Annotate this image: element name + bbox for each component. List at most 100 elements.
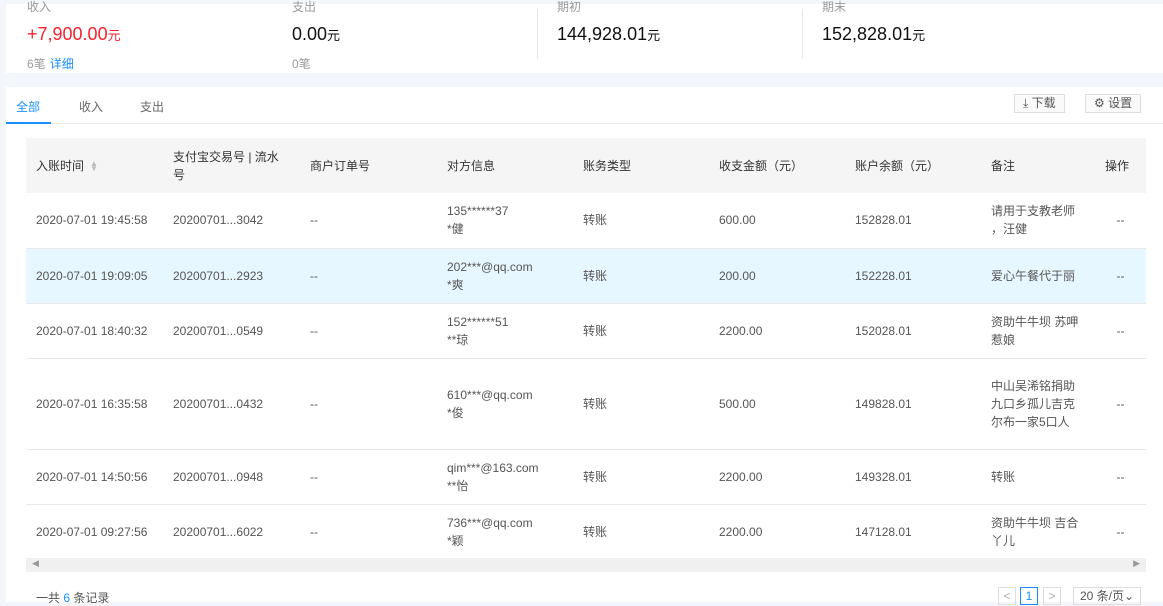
- cell-time: 2020-07-01 16:35:58: [26, 358, 163, 450]
- cell-time: 2020-07-01 19:09:05: [26, 248, 163, 304]
- counterparty-name: *颖: [447, 533, 464, 548]
- cell-op: --: [1095, 504, 1146, 560]
- cell-balance: 152228.01: [845, 248, 981, 304]
- gear-icon: ⚙: [1094, 96, 1105, 110]
- cell-balance: 149328.01: [845, 449, 981, 505]
- next-page-button[interactable]: >: [1043, 587, 1061, 605]
- table-row[interactable]: 2020-07-01 14:50:56 20200701...0948 -- qim*…: [26, 449, 1146, 505]
- table-row[interactable]: 2020-07-01 18:40:32 20200701...0549 -- 152*…: [26, 303, 1146, 359]
- income-value: +7,900.00元: [27, 24, 121, 44]
- column-header: 账务类型: [573, 138, 709, 193]
- cell-balance: 152828.01: [845, 193, 981, 249]
- sort-icon[interactable]: ▲ ▼: [90, 159, 98, 174]
- transactions-panel: 全部 收入 支出 ⤓ 下载 ⚙ 设置 入账时间 ▲ ▼ 支付宝交易号 | 流水号 商户订…: [6, 87, 1163, 605]
- horizontal-scrollbar[interactable]: ◀ ▶: [26, 558, 1146, 572]
- page-size-select[interactable]: 20 条/页⌄: [1073, 587, 1141, 605]
- cell-type: 转账: [573, 449, 709, 505]
- cell-order: --: [300, 303, 437, 359]
- tabs: 全部 收入 支出 ⤓ 下载 ⚙ 设置: [6, 87, 1163, 124]
- opening-value: 144,928.01元: [557, 24, 661, 44]
- counterparty-account: 736***@qq.com: [447, 515, 533, 530]
- tab-ink-bar: [6, 122, 51, 124]
- settings-button[interactable]: ⚙ 设置: [1085, 94, 1142, 113]
- table-row[interactable]: 2020-07-01 19:45:58 20200701...3042 -- 135*…: [26, 193, 1146, 249]
- cell-note: 资助牛牛坝 苏呷惹娘: [981, 303, 1095, 359]
- cell-note: 请用于支教老师 ，汪健: [981, 193, 1095, 249]
- table-row[interactable]: 2020-07-01 19:09:05 20200701...2923 -- 202*…: [26, 248, 1146, 304]
- cell-type: 转账: [573, 504, 709, 560]
- summary-card: 收入 +7,900.00元 6笔 详细 支出 0.00元 0笔 期初 144,92…: [6, 0, 1163, 73]
- cell-order: --: [300, 449, 437, 505]
- cell-party: 610***@qq.com *俊: [437, 358, 573, 450]
- divider: [537, 9, 538, 59]
- column-header-label: 备注: [991, 158, 1016, 173]
- cell-order: --: [300, 248, 437, 304]
- cell-party: 736***@qq.com *颖: [437, 504, 573, 560]
- cell-balance: 149828.01: [845, 358, 981, 450]
- column-header[interactable]: 入账时间 ▲ ▼: [26, 138, 163, 193]
- closing-value: 152,828.01元: [822, 24, 926, 44]
- cell-time: 2020-07-01 14:50:56: [26, 449, 163, 505]
- column-header: 操作: [1095, 138, 1146, 193]
- cell-type: 转账: [573, 303, 709, 359]
- page-1-button[interactable]: 1: [1020, 587, 1038, 605]
- download-icon: ⤓: [1023, 96, 1029, 110]
- tab-all[interactable]: 全部: [16, 100, 41, 114]
- counterparty-name: *健: [447, 222, 464, 237]
- cell-amount: 600.00: [709, 193, 845, 249]
- cell-trade_no: 20200701...0432: [163, 358, 300, 450]
- cell-order: --: [300, 504, 437, 560]
- cell-amount: 500.00: [709, 358, 845, 450]
- column-header-label: 收支金额（元）: [719, 158, 804, 173]
- expense-count: 0笔: [292, 57, 311, 71]
- closing-label: 期末: [822, 0, 847, 14]
- income-count: 6笔: [27, 57, 46, 71]
- prev-page-button[interactable]: <: [998, 587, 1016, 605]
- scroll-left-icon[interactable]: ◀: [32, 558, 39, 568]
- column-header-label: 对方信息: [447, 158, 496, 173]
- income-detail-link[interactable]: 详细: [49, 57, 74, 71]
- cell-balance: 152028.01: [845, 303, 981, 359]
- counterparty-name: *爽: [447, 277, 464, 292]
- counterparty-account: 610***@qq.com: [447, 387, 533, 402]
- column-header-label: 账务类型: [583, 158, 632, 173]
- expense-value: 0.00元: [292, 24, 341, 44]
- cell-type: 转账: [573, 193, 709, 249]
- cell-order: --: [300, 193, 437, 249]
- tab-income[interactable]: 收入: [79, 100, 104, 114]
- transactions-table: 入账时间 ▲ ▼ 支付宝交易号 | 流水号 商户订单号 对方信息 账务类型 收支金额（元） 账户…: [26, 138, 1146, 560]
- download-button[interactable]: ⤓ 下载: [1014, 94, 1065, 113]
- counterparty-name: *俊: [447, 405, 464, 420]
- record-count: 一共 6 条记录: [36, 591, 110, 605]
- counterparty-account: 135******37: [447, 204, 509, 219]
- cell-amount: 2200.00: [709, 303, 845, 359]
- table-row[interactable]: 2020-07-01 09:27:56 20200701...6022 -- 736*…: [26, 504, 1146, 560]
- cell-amount: 2200.00: [709, 449, 845, 505]
- tab-expense[interactable]: 支出: [140, 100, 165, 114]
- cell-type: 转账: [573, 358, 709, 450]
- cell-balance: 147128.01: [845, 504, 981, 560]
- cell-type: 转账: [573, 248, 709, 304]
- opening-label: 期初: [557, 0, 582, 14]
- cell-party: 202***@qq.com *爽: [437, 248, 573, 304]
- column-header: 备注: [981, 138, 1095, 193]
- column-header-label: 操作: [1105, 158, 1130, 173]
- cell-time: 2020-07-01 18:40:32: [26, 303, 163, 359]
- cell-op: --: [1095, 193, 1146, 249]
- counterparty-name: **琼: [447, 332, 469, 347]
- cell-amount: 2200.00: [709, 504, 845, 560]
- cell-time: 2020-07-01 09:27:56: [26, 504, 163, 560]
- counterparty-account: qim***@163.com: [447, 460, 539, 475]
- cell-order: --: [300, 358, 437, 450]
- cell-party: 152******51 **琼: [437, 303, 573, 359]
- column-header: 支付宝交易号 | 流水号: [163, 138, 300, 193]
- table-row[interactable]: 2020-07-01 16:35:58 20200701...0432 -- 610*…: [26, 358, 1146, 450]
- scroll-right-icon[interactable]: ▶: [1133, 558, 1140, 568]
- cell-note: 资助牛牛坝 吉合丫儿: [981, 504, 1095, 560]
- cell-op: --: [1095, 303, 1146, 359]
- column-header-label: 入账时间: [36, 158, 85, 173]
- cell-party: 135******37 *健: [437, 193, 573, 249]
- cell-trade_no: 20200701...0549: [163, 303, 300, 359]
- cell-op: --: [1095, 248, 1146, 304]
- cell-op: --: [1095, 449, 1146, 505]
